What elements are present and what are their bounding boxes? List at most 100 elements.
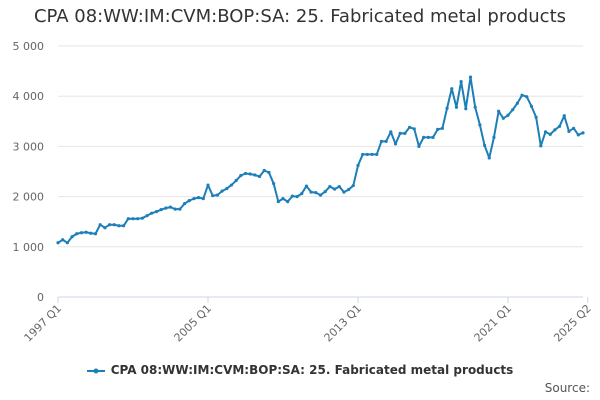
data-point[interactable] — [445, 106, 449, 110]
data-point[interactable] — [122, 224, 126, 228]
data-point[interactable] — [487, 156, 491, 160]
data-point[interactable] — [393, 142, 398, 146]
data-point[interactable] — [192, 197, 196, 201]
data-point[interactable] — [539, 144, 543, 148]
data-point[interactable] — [70, 235, 74, 239]
data-point[interactable] — [61, 238, 65, 242]
data-point[interactable] — [206, 183, 210, 187]
data-point[interactable] — [365, 152, 369, 157]
data-point[interactable] — [220, 189, 224, 193]
data-point[interactable] — [436, 127, 440, 131]
data-point[interactable] — [225, 186, 229, 191]
data-point[interactable] — [440, 126, 444, 130]
data-point[interactable] — [431, 135, 435, 139]
data-point[interactable] — [187, 199, 191, 203]
data-point[interactable] — [407, 125, 412, 129]
data-point[interactable] — [107, 223, 112, 227]
data-point[interactable] — [243, 171, 248, 176]
data-point[interactable] — [318, 193, 323, 197]
data-point[interactable] — [56, 241, 60, 245]
data-point[interactable] — [234, 178, 238, 183]
data-point[interactable] — [295, 195, 299, 199]
data-point[interactable] — [412, 127, 416, 131]
data-point[interactable] — [506, 113, 510, 117]
data-point[interactable] — [520, 93, 524, 97]
data-point[interactable] — [248, 172, 252, 176]
data-point[interactable] — [384, 139, 388, 143]
data-point[interactable] — [290, 194, 294, 198]
data-point[interactable] — [501, 116, 505, 120]
data-point[interactable] — [492, 135, 496, 139]
data-point[interactable] — [173, 207, 177, 211]
data-point[interactable] — [370, 152, 374, 157]
data-point[interactable] — [112, 223, 116, 227]
data-point[interactable] — [79, 231, 84, 235]
data-point[interactable] — [136, 217, 140, 221]
data-point[interactable] — [581, 131, 585, 135]
data-point[interactable] — [576, 133, 580, 137]
data-point[interactable] — [534, 115, 538, 119]
data-point[interactable] — [548, 132, 552, 136]
data-point[interactable] — [201, 197, 205, 201]
data-point[interactable] — [154, 210, 159, 214]
data-point[interactable] — [332, 187, 337, 191]
data-point[interactable] — [511, 108, 515, 112]
data-point[interactable] — [257, 174, 262, 179]
data-point[interactable] — [337, 184, 341, 189]
data-point[interactable] — [375, 152, 379, 157]
data-point[interactable] — [328, 184, 332, 189]
data-point[interactable] — [276, 200, 280, 204]
data-point[interactable] — [211, 193, 215, 198]
data-point[interactable] — [164, 206, 168, 210]
data-point[interactable] — [182, 202, 187, 206]
data-point[interactable] — [314, 190, 318, 195]
data-point[interactable] — [145, 214, 149, 218]
data-point[interactable] — [103, 226, 107, 230]
data-point[interactable] — [75, 232, 79, 236]
data-point[interactable] — [229, 183, 234, 187]
data-point[interactable] — [497, 109, 501, 113]
legend[interactable]: CPA 08:WW:IM:CVM:BOP:SA: 25. Fabricated … — [0, 363, 600, 377]
data-point[interactable] — [215, 193, 219, 197]
data-point[interactable] — [389, 130, 393, 134]
data-point[interactable] — [361, 152, 365, 157]
data-point[interactable] — [126, 217, 130, 221]
data-point[interactable] — [515, 101, 519, 105]
data-point[interactable] — [272, 181, 276, 186]
data-point[interactable] — [84, 230, 88, 234]
data-point[interactable] — [131, 217, 135, 221]
data-point[interactable] — [351, 183, 355, 188]
data-point[interactable] — [525, 95, 529, 99]
data-point[interactable] — [482, 143, 487, 147]
data-point[interactable] — [464, 107, 468, 111]
data-point[interactable] — [286, 200, 290, 204]
data-point[interactable] — [422, 135, 426, 139]
data-point[interactable] — [450, 87, 454, 91]
data-point[interactable] — [459, 80, 463, 84]
data-point[interactable] — [417, 144, 421, 148]
series-layer[interactable] — [56, 75, 585, 245]
data-point[interactable] — [567, 129, 571, 133]
data-point[interactable] — [178, 207, 182, 211]
data-point[interactable] — [98, 223, 102, 227]
data-point[interactable] — [342, 190, 346, 194]
data-point[interactable] — [454, 105, 459, 109]
data-point[interactable] — [473, 105, 477, 109]
data-point[interactable] — [426, 135, 430, 139]
data-point[interactable] — [281, 197, 285, 201]
data-point[interactable] — [65, 241, 69, 245]
data-point[interactable] — [403, 131, 407, 135]
data-point[interactable] — [562, 114, 566, 118]
data-point[interactable] — [309, 190, 313, 194]
data-point[interactable] — [347, 187, 351, 192]
data-point[interactable] — [557, 124, 562, 128]
data-point[interactable] — [553, 128, 557, 132]
data-point[interactable] — [262, 168, 266, 173]
data-point[interactable] — [168, 205, 173, 209]
data-point[interactable] — [93, 232, 98, 236]
data-point[interactable] — [529, 104, 534, 108]
data-point[interactable] — [300, 191, 304, 196]
data-point[interactable] — [572, 126, 576, 130]
data-point[interactable] — [239, 173, 243, 178]
data-point[interactable] — [89, 231, 93, 235]
